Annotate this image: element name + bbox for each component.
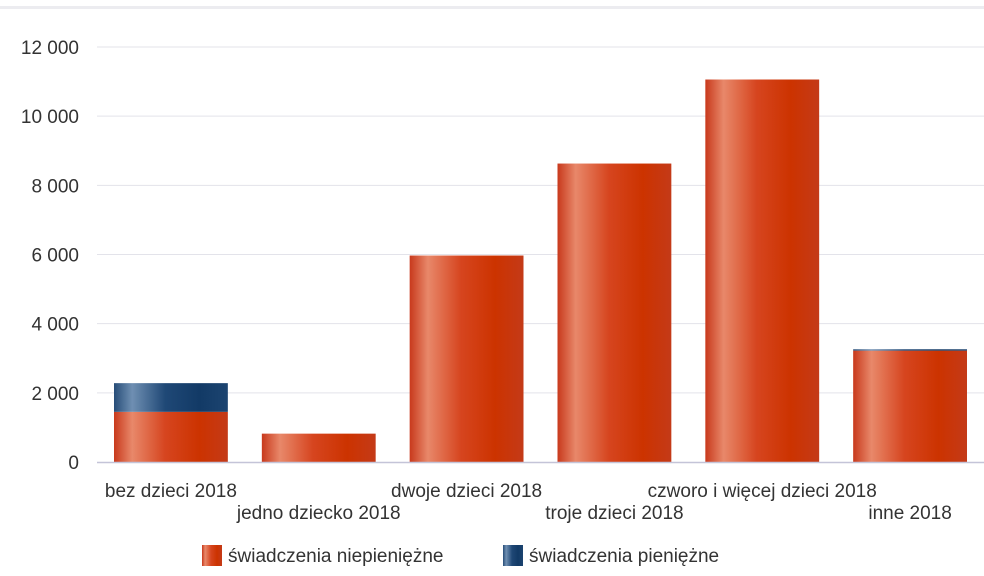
bars — [114, 79, 967, 462]
y-tick-label: 8 000 — [31, 176, 79, 197]
gridlines — [97, 46, 984, 394]
top-divider — [0, 6, 984, 9]
bar — [853, 349, 967, 351]
y-tick-label: 2 000 — [31, 384, 79, 405]
bar — [705, 79, 820, 462]
legend: świadczenia niepieniężne świadczenia pien… — [202, 545, 719, 567]
bar — [114, 411, 228, 462]
x-tick-label: jedno dziecko 2018 — [236, 503, 401, 524]
legend-label: świadczenia pieniężne — [529, 546, 719, 567]
x-tick-label: dwoje dzieci 2018 — [391, 481, 542, 502]
bar — [853, 350, 967, 462]
bar — [409, 255, 524, 462]
legend-swatch — [202, 545, 222, 566]
legend-swatch — [503, 545, 523, 566]
x-tick-label: czworo i więcej dzieci 2018 — [648, 481, 877, 502]
x-tick-label: bez dzieci 2018 — [105, 481, 237, 502]
bar — [557, 163, 672, 462]
bar — [261, 433, 376, 462]
legend-label: świadczenia niepieniężne — [228, 546, 443, 567]
y-tick-label: 10 000 — [21, 107, 79, 128]
x-tick-label: troje dzieci 2018 — [545, 503, 683, 524]
y-tick-label: 0 — [68, 453, 79, 474]
y-axis-ticks: 0 2 000 4 000 6 000 8 000 10 000 12 000 — [21, 38, 79, 474]
y-tick-label: 6 000 — [31, 246, 79, 267]
x-tick-label: inne 2018 — [868, 503, 951, 524]
y-tick-label: 4 000 — [31, 315, 79, 336]
bar — [114, 383, 228, 412]
y-tick-label: 12 000 — [21, 38, 79, 59]
